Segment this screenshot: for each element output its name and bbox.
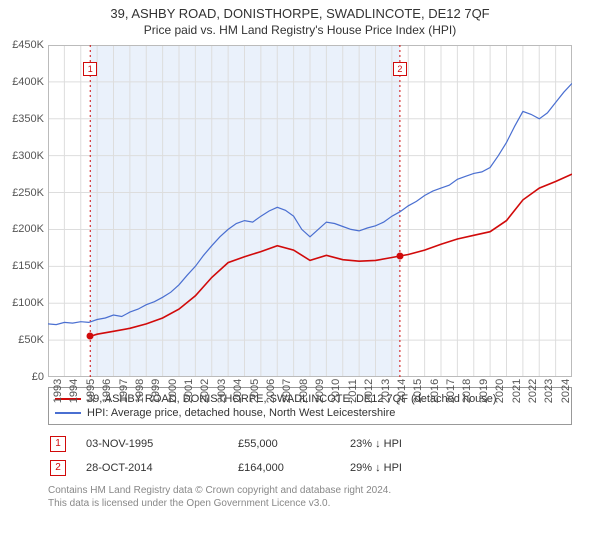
x-tick-label: 1999 bbox=[146, 379, 162, 403]
x-tick-label: 2021 bbox=[507, 379, 523, 403]
chart-svg bbox=[48, 45, 572, 377]
sale-marker-cell: 1 bbox=[50, 433, 84, 455]
x-tick-label: 2007 bbox=[277, 379, 293, 403]
x-tick-label: 1997 bbox=[114, 379, 130, 403]
sale-delta: 23% ↓ HPI bbox=[350, 433, 402, 455]
x-tick-label: 2009 bbox=[310, 379, 326, 403]
sale-dot bbox=[87, 333, 94, 340]
x-tick-label: 1995 bbox=[81, 379, 97, 403]
y-tick-label: £0 bbox=[32, 371, 48, 383]
x-tick-label: 2004 bbox=[228, 379, 244, 403]
x-tick-label: 2016 bbox=[425, 379, 441, 403]
x-tick-label: 2012 bbox=[359, 379, 375, 403]
sale-dot bbox=[396, 253, 403, 260]
sale-marker-cell: 2 bbox=[50, 457, 84, 479]
x-tick-label: 2017 bbox=[441, 379, 457, 403]
x-tick-label: 2001 bbox=[179, 379, 195, 403]
y-tick-label: £400K bbox=[12, 76, 48, 88]
x-tick-label: 1993 bbox=[48, 379, 64, 403]
x-tick-label: 1998 bbox=[130, 379, 146, 403]
y-tick-label: £450K bbox=[12, 39, 48, 51]
sale-delta: 29% ↓ HPI bbox=[350, 457, 402, 479]
x-tick-label: 1996 bbox=[97, 379, 113, 403]
x-tick-label: 2014 bbox=[392, 379, 408, 403]
sale-marker: 1 bbox=[83, 62, 97, 76]
footer-line-2: This data is licensed under the Open Gov… bbox=[48, 498, 572, 511]
x-tick-label: 2019 bbox=[474, 379, 490, 403]
x-tick-label: 2015 bbox=[408, 379, 424, 403]
x-tick-label: 2018 bbox=[457, 379, 473, 403]
y-tick-label: £350K bbox=[12, 113, 48, 125]
x-tick-label: 2023 bbox=[539, 379, 555, 403]
sale-date: 03-NOV-1995 bbox=[86, 433, 236, 455]
x-tick-label: 2006 bbox=[261, 379, 277, 403]
x-tick-label: 2000 bbox=[163, 379, 179, 403]
x-tick-label: 2024 bbox=[556, 379, 572, 403]
footer: Contains HM Land Registry data © Crown c… bbox=[48, 485, 572, 510]
y-tick-label: £150K bbox=[12, 260, 48, 272]
x-tick-label: 2010 bbox=[326, 379, 342, 403]
subtitle: Price paid vs. HM Land Registry's House … bbox=[0, 23, 600, 37]
y-tick-label: £50K bbox=[18, 334, 48, 346]
sale-row: 228-OCT-2014£164,00029% ↓ HPI bbox=[50, 457, 402, 479]
legend-item: HPI: Average price, detached house, Nort… bbox=[55, 406, 565, 420]
legend-swatch bbox=[55, 412, 81, 414]
sale-price: £55,000 bbox=[238, 433, 348, 455]
x-tick-label: 2003 bbox=[212, 379, 228, 403]
sale-marker: 2 bbox=[393, 62, 407, 76]
footer-line-1: Contains HM Land Registry data © Crown c… bbox=[48, 485, 572, 498]
x-tick-label: 2011 bbox=[343, 379, 359, 403]
x-tick-label: 2008 bbox=[294, 379, 310, 403]
y-tick-label: £300K bbox=[12, 150, 48, 162]
y-tick-label: £200K bbox=[12, 223, 48, 235]
x-tick-label: 2013 bbox=[376, 379, 392, 403]
x-tick-label: 1994 bbox=[64, 379, 80, 403]
sale-date: 28-OCT-2014 bbox=[86, 457, 236, 479]
sale-price: £164,000 bbox=[238, 457, 348, 479]
sale-row: 103-NOV-1995£55,00023% ↓ HPI bbox=[50, 433, 402, 455]
legend-label: HPI: Average price, detached house, Nort… bbox=[87, 407, 395, 419]
title: 39, ASHBY ROAD, DONISTHORPE, SWADLINCOTE… bbox=[0, 6, 600, 21]
x-tick-label: 2020 bbox=[490, 379, 506, 403]
x-tick-label: 2022 bbox=[523, 379, 539, 403]
y-tick-label: £250K bbox=[12, 187, 48, 199]
chart: £0£50K£100K£150K£200K£250K£300K£350K£400… bbox=[48, 45, 572, 377]
y-tick-label: £100K bbox=[12, 297, 48, 309]
x-tick-label: 2002 bbox=[195, 379, 211, 403]
x-tick-label: 2005 bbox=[245, 379, 261, 403]
sales-table: 103-NOV-1995£55,00023% ↓ HPI228-OCT-2014… bbox=[48, 431, 404, 481]
